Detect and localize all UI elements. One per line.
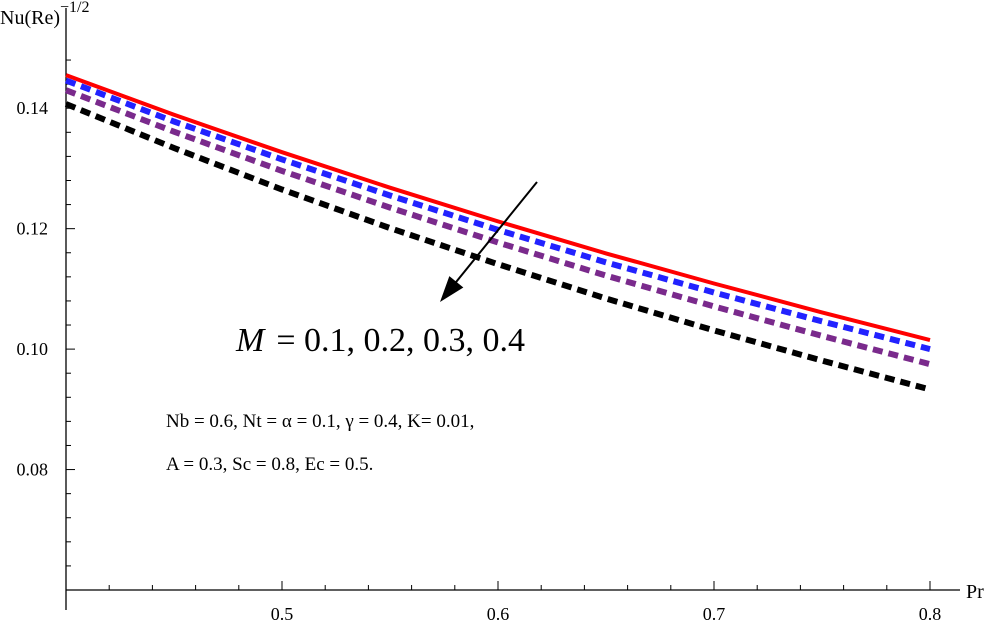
params-line-2: A = 0.3, Sc = 0.8, Ec = 0.5. (166, 454, 373, 475)
y-axis-title-exponent: −1/2 (60, 0, 89, 16)
x-tick-label: 0.8 (919, 604, 942, 624)
y-tick-label: 0.12 (17, 219, 49, 239)
y-tick-label: 0.08 (17, 460, 49, 480)
annotation-arrow (440, 181, 538, 302)
m-values: = 0.1, 0.2, 0.3, 0.4 (276, 322, 525, 359)
x-tick-label: 0.7 (703, 604, 726, 624)
arrow-shaft (447, 181, 538, 293)
x-ticks: 0.5 0.6 0.7 0.8 (108, 581, 942, 624)
arrow-head (440, 276, 464, 302)
y-ticks: 0.08 0.10 0.12 0.14 (17, 59, 75, 567)
x-tick-label: 0.6 (487, 604, 510, 624)
m-annotation: M = 0.1, 0.2, 0.3, 0.4 (235, 322, 525, 359)
params-line-1: Nb = 0.6, Nt = α = 0.1, γ = 0.4, K= 0.01… (166, 411, 474, 432)
x-axis-title: Pr (966, 581, 984, 603)
series-line-3 (64, 87, 931, 368)
axes (65, 8, 960, 610)
series-line-4 (64, 101, 931, 393)
y-axis-title: Nu(Re)−1/2 (0, 0, 89, 29)
y-tick-label: 0.14 (17, 98, 49, 118)
m-symbol: M (235, 322, 266, 359)
x-tick-label: 0.5 (271, 604, 294, 624)
series-line-1 (65, 73, 931, 343)
y-tick-label: 0.10 (17, 339, 49, 359)
y-axis-title-base: Nu(Re) (0, 7, 60, 29)
